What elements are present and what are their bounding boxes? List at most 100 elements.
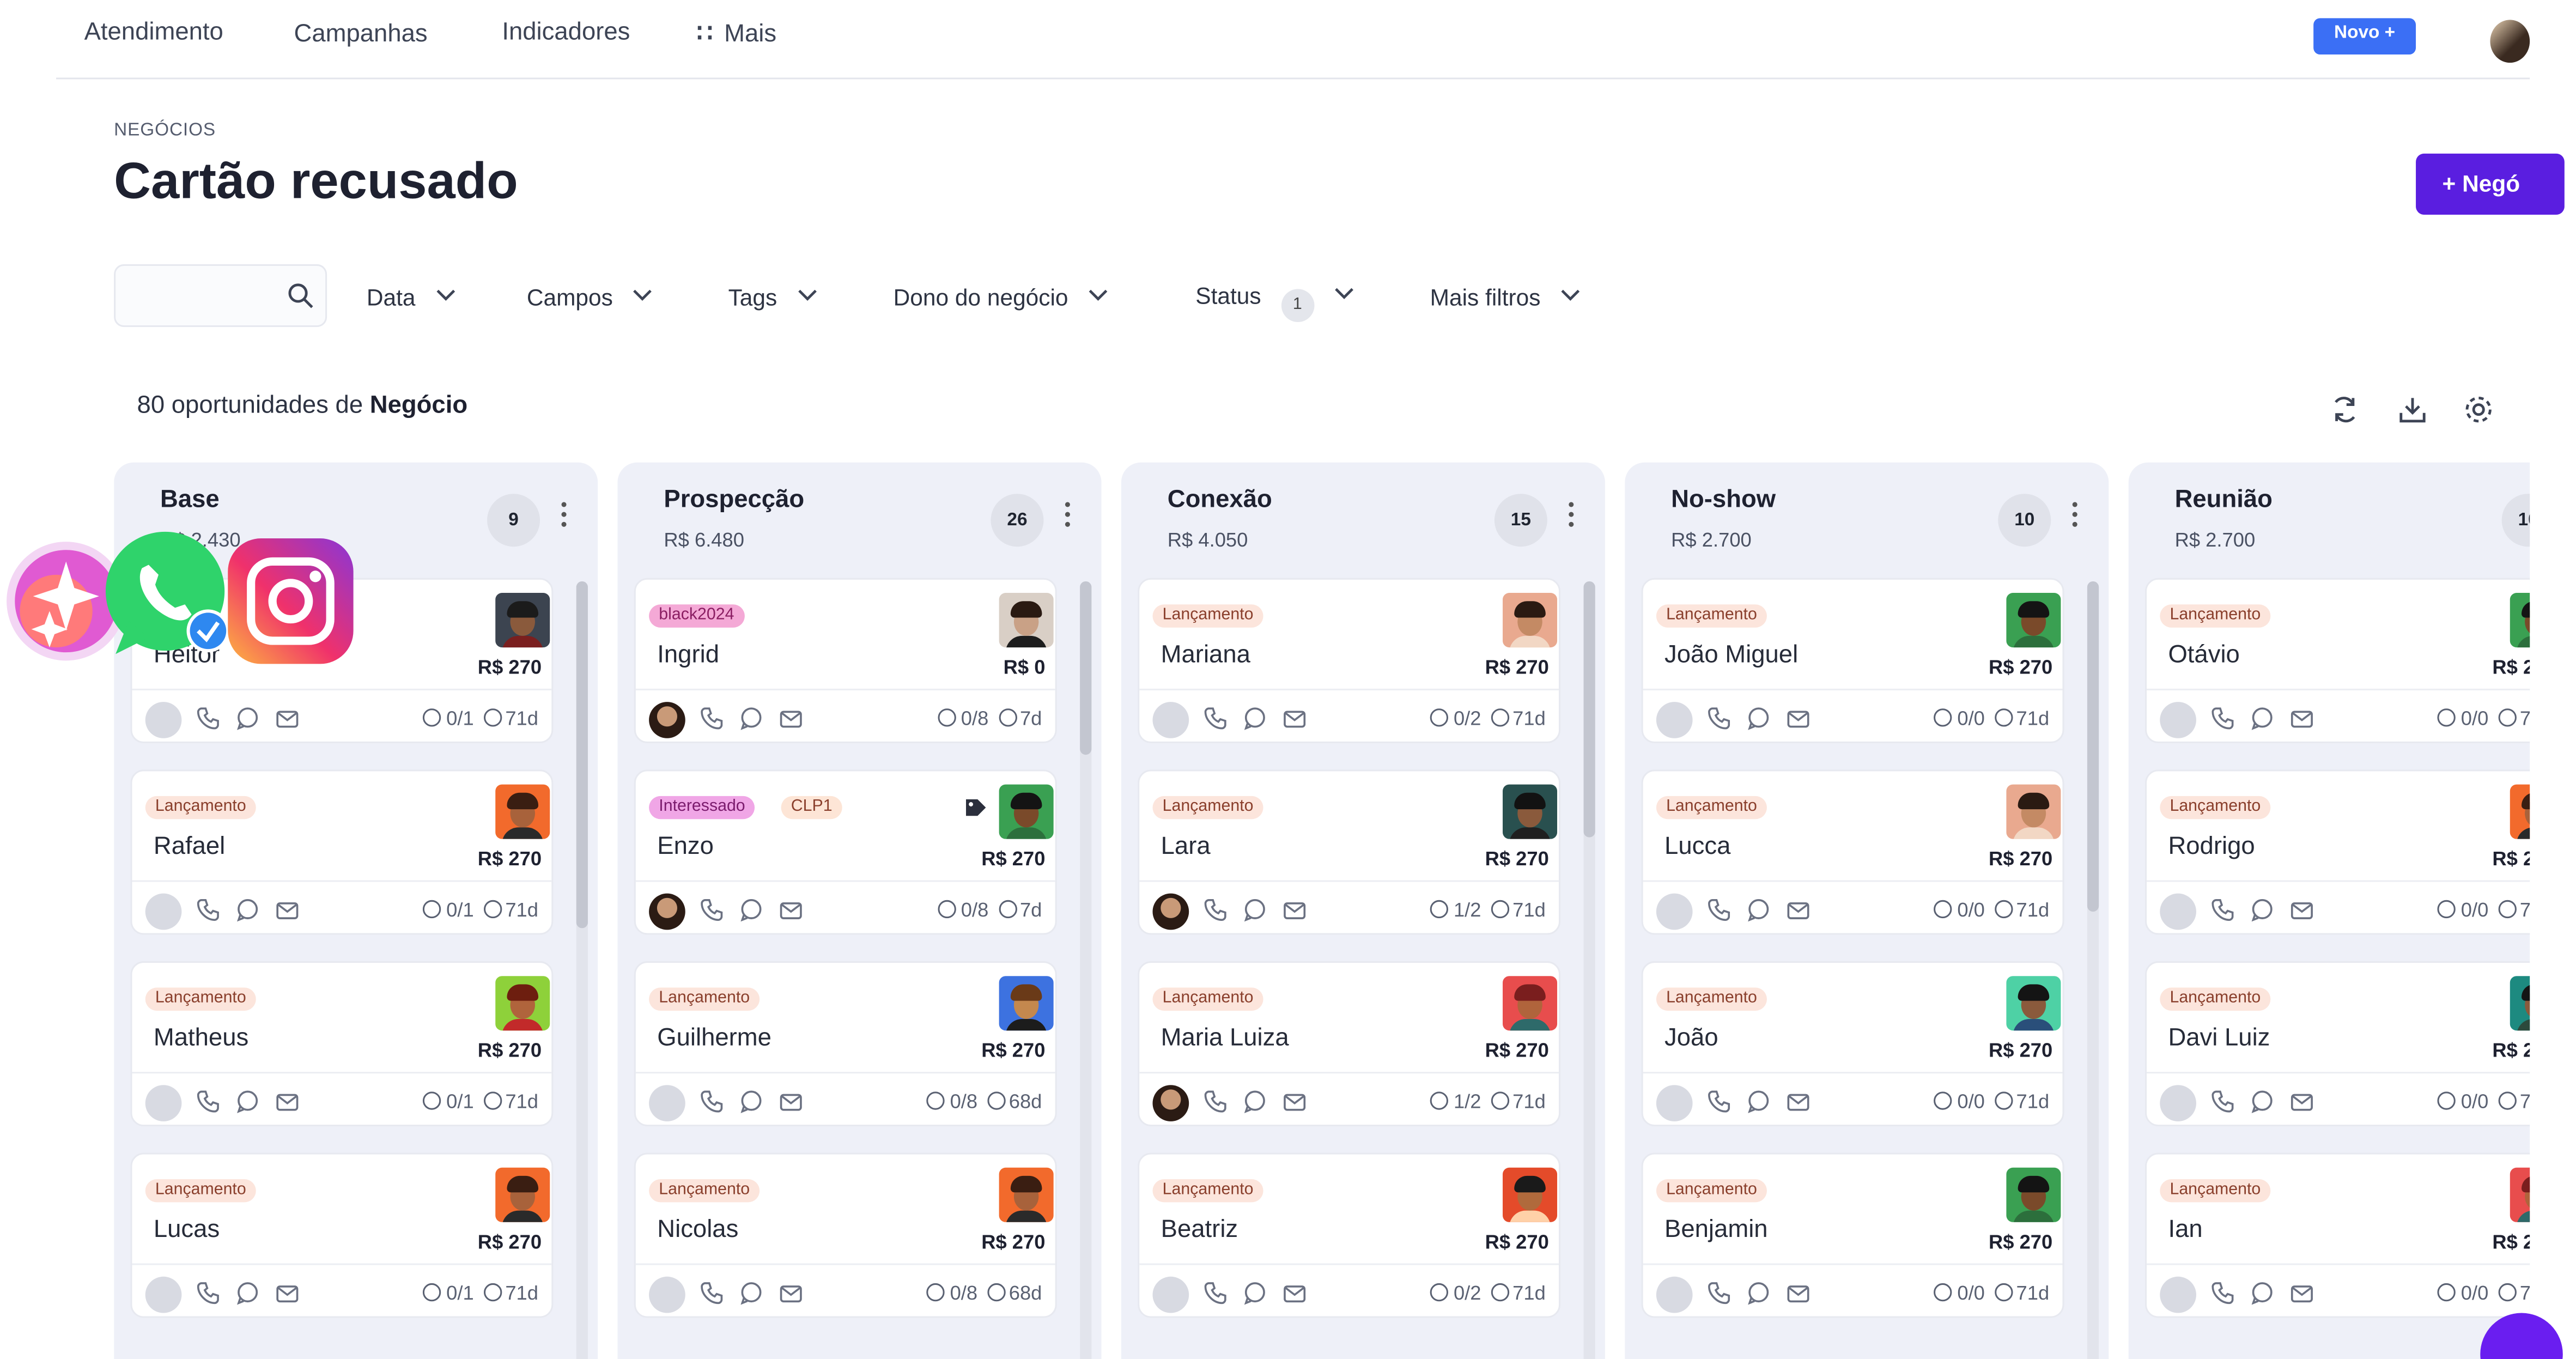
column-menu-icon[interactable] bbox=[560, 502, 569, 535]
phone-icon[interactable] bbox=[1708, 1090, 1730, 1113]
phone-icon[interactable] bbox=[197, 899, 220, 921]
phone-icon[interactable] bbox=[1708, 899, 1730, 921]
chat-icon[interactable] bbox=[740, 899, 763, 922]
chat-icon[interactable] bbox=[236, 1090, 259, 1113]
nav-item-mais[interactable]: ∷ Mais bbox=[697, 18, 776, 48]
owner-avatar[interactable] bbox=[145, 702, 182, 738]
mail-icon[interactable] bbox=[1787, 707, 1809, 730]
chat-icon[interactable] bbox=[1243, 1282, 1266, 1305]
deal-card[interactable]: Lançamento João R$ 270 0/0 71d bbox=[1641, 961, 2064, 1127]
deal-card[interactable]: Lançamento Rodrigo R$ 270 0/0 71d bbox=[2145, 769, 2530, 935]
filter-campos[interactable]: Campos bbox=[527, 284, 653, 311]
scrollbar-thumb[interactable] bbox=[1583, 581, 1595, 838]
phone-icon[interactable] bbox=[197, 1282, 220, 1305]
deal-card[interactable]: Lançamento Ian R$ 270 0/0 71d bbox=[2145, 1152, 2530, 1318]
deal-card[interactable]: Lançamento Nicolas R$ 270 0/8 68d bbox=[634, 1152, 1057, 1318]
new-deal-button[interactable]: + Negó bbox=[2416, 153, 2565, 215]
owner-avatar[interactable] bbox=[2160, 1085, 2196, 1121]
novo-button[interactable]: Novo + bbox=[2313, 18, 2416, 55]
mail-icon[interactable] bbox=[780, 707, 803, 730]
phone-icon[interactable] bbox=[1204, 899, 1226, 921]
deal-card[interactable]: Lançamento Lara R$ 270 1/2 71d bbox=[1138, 769, 1561, 935]
chat-icon[interactable] bbox=[1747, 707, 1770, 730]
mail-icon[interactable] bbox=[780, 1282, 803, 1305]
chat-icon[interactable] bbox=[1243, 707, 1266, 730]
column-menu-icon[interactable] bbox=[2071, 502, 2081, 535]
column-menu-icon[interactable] bbox=[1064, 502, 1073, 535]
phone-icon[interactable] bbox=[2211, 707, 2234, 730]
chat-icon[interactable] bbox=[740, 1090, 763, 1113]
phone-icon[interactable] bbox=[2211, 1090, 2234, 1113]
chat-icon[interactable] bbox=[1243, 1090, 1266, 1113]
mail-icon[interactable] bbox=[276, 707, 299, 730]
avatar[interactable] bbox=[2490, 20, 2530, 63]
mail-icon[interactable] bbox=[276, 1282, 299, 1305]
owner-avatar[interactable] bbox=[649, 1085, 685, 1121]
chat-icon[interactable] bbox=[740, 707, 763, 730]
phone-icon[interactable] bbox=[1204, 707, 1226, 730]
deal-card[interactable]: Interessado CLP1 Enzo R$ 270 0/8 7d bbox=[634, 769, 1057, 935]
owner-avatar[interactable] bbox=[145, 893, 182, 930]
mail-icon[interactable] bbox=[1787, 1282, 1809, 1305]
owner-avatar[interactable] bbox=[1656, 1085, 1693, 1121]
chat-icon[interactable] bbox=[1747, 899, 1770, 922]
deal-card[interactable]: Lançamento Davi Luiz R$ 270 0/0 71d bbox=[2145, 961, 2530, 1127]
filter-data[interactable]: Data bbox=[367, 284, 455, 311]
deal-card[interactable]: Lançamento Otávio R$ 270 0/0 71d bbox=[2145, 578, 2530, 743]
owner-avatar[interactable] bbox=[1152, 893, 1189, 930]
deal-card[interactable]: Lançamento Maria Luiza R$ 270 1/2 71d bbox=[1138, 961, 1561, 1127]
owner-avatar[interactable] bbox=[145, 1085, 182, 1121]
owner-avatar[interactable] bbox=[649, 1276, 685, 1313]
phone-icon[interactable] bbox=[700, 899, 723, 921]
chat-icon[interactable] bbox=[2251, 707, 2274, 730]
owner-avatar[interactable] bbox=[1152, 702, 1189, 738]
owner-avatar[interactable] bbox=[1152, 1276, 1189, 1313]
filter-mais[interactable]: Mais filtros bbox=[1430, 284, 1581, 311]
owner-avatar[interactable] bbox=[1656, 893, 1693, 930]
mail-icon[interactable] bbox=[2291, 707, 2313, 730]
mail-icon[interactable] bbox=[780, 899, 803, 921]
owner-avatar[interactable] bbox=[649, 893, 685, 930]
deal-card[interactable]: Lançamento Matheus R$ 270 0/1 71d bbox=[130, 961, 554, 1127]
mail-icon[interactable] bbox=[1283, 1282, 1306, 1305]
search-input[interactable] bbox=[114, 264, 327, 327]
column-scrollbar[interactable] bbox=[2087, 581, 2099, 1359]
mail-icon[interactable] bbox=[276, 899, 299, 921]
mail-icon[interactable] bbox=[1787, 899, 1809, 921]
gear-icon[interactable] bbox=[2462, 393, 2495, 426]
mail-icon[interactable] bbox=[780, 1090, 803, 1113]
column-menu-icon[interactable] bbox=[1567, 502, 1577, 535]
mail-icon[interactable] bbox=[276, 1090, 299, 1113]
chat-icon[interactable] bbox=[1747, 1282, 1770, 1305]
mail-icon[interactable] bbox=[2291, 1090, 2313, 1113]
column-scrollbar[interactable] bbox=[576, 581, 588, 1359]
owner-avatar[interactable] bbox=[2160, 702, 2196, 738]
filter-status[interactable]: Status 1 bbox=[1195, 282, 1353, 323]
chat-icon[interactable] bbox=[2251, 1282, 2274, 1305]
owner-avatar[interactable] bbox=[2160, 893, 2196, 930]
chat-icon[interactable] bbox=[2251, 1090, 2274, 1113]
column-scrollbar[interactable] bbox=[1583, 581, 1595, 1359]
chat-icon[interactable] bbox=[1243, 899, 1266, 922]
phone-icon[interactable] bbox=[2211, 899, 2234, 921]
owner-avatar[interactable] bbox=[1152, 1085, 1189, 1121]
mail-icon[interactable] bbox=[2291, 1282, 2313, 1305]
phone-icon[interactable] bbox=[197, 1090, 220, 1113]
phone-icon[interactable] bbox=[700, 1282, 723, 1305]
owner-avatar[interactable] bbox=[649, 702, 685, 738]
phone-icon[interactable] bbox=[700, 707, 723, 730]
download-icon[interactable] bbox=[2396, 393, 2429, 426]
mail-icon[interactable] bbox=[1283, 707, 1306, 730]
deal-card[interactable]: Lançamento Lucca R$ 270 0/0 71d bbox=[1641, 769, 2064, 935]
mail-icon[interactable] bbox=[2291, 899, 2313, 921]
mail-icon[interactable] bbox=[1283, 1090, 1306, 1113]
chat-icon[interactable] bbox=[740, 1282, 763, 1305]
mail-icon[interactable] bbox=[1787, 1090, 1809, 1113]
deal-card[interactable]: Lançamento Benjamin R$ 270 0/0 71d bbox=[1641, 1152, 2064, 1318]
nav-item-atendimento[interactable]: Atendimento bbox=[84, 18, 223, 46]
chat-icon[interactable] bbox=[236, 899, 259, 922]
nav-item-campanhas[interactable]: Campanhas bbox=[294, 20, 428, 48]
scrollbar-thumb[interactable] bbox=[2087, 581, 2099, 912]
chat-icon[interactable] bbox=[236, 1282, 259, 1305]
refresh-icon[interactable] bbox=[2328, 393, 2361, 426]
